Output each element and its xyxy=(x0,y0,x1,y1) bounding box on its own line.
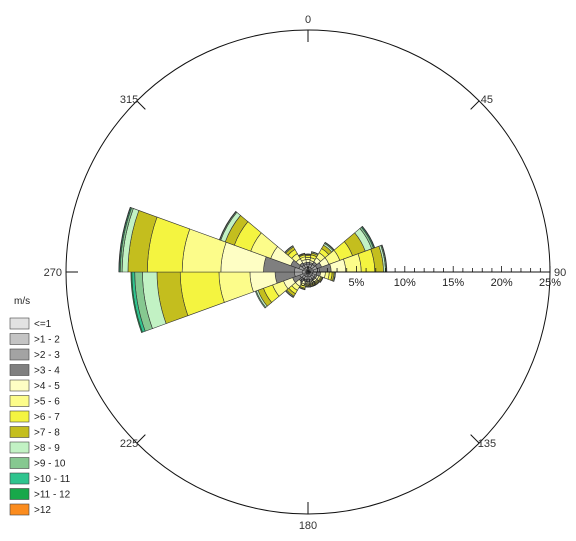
sector-280-bin-11 xyxy=(118,206,132,273)
legend-label-7: >7 - 8 xyxy=(34,428,60,439)
direction-label-90: 90 xyxy=(554,267,566,279)
direction-tick-45 xyxy=(470,100,480,110)
sector-320-bin-9 xyxy=(284,245,294,254)
sector-300-bin-10 xyxy=(218,210,237,241)
direction-labels: 0 45 90 135 180 225 270 315 xyxy=(44,14,567,532)
sector-340-bin-9 xyxy=(298,252,306,257)
legend-label-1: >1 - 2 xyxy=(34,335,60,346)
sector-260-bin-5 xyxy=(218,271,254,303)
legend-swatch-8 xyxy=(9,441,30,454)
legend-label-9: >9 - 10 xyxy=(34,459,66,470)
direction-label-270: 270 xyxy=(44,267,62,279)
legend-swatch-3 xyxy=(9,364,30,376)
legend: m/s <=1 >1 - 2 >2 - 3 >3 - 4 >4 - 5 >5 - 6 >6 -… xyxy=(9,296,71,516)
radial-tick-label-10: 10% xyxy=(394,277,416,289)
legend-title: m/s xyxy=(14,296,30,307)
legend-swatch-1 xyxy=(9,333,30,345)
radial-tick-label-25: 25% xyxy=(539,277,561,289)
sector-280-bin-5 xyxy=(181,228,227,273)
legend-label-6: >6 - 7 xyxy=(34,412,60,423)
radial-tick-label-5: 5% xyxy=(348,277,364,289)
legend-swatch-7 xyxy=(9,426,30,438)
legend-label-10: >10 - 11 xyxy=(34,474,71,485)
radial-tick-label-15: 15% xyxy=(442,277,464,289)
legend-swatch-10 xyxy=(9,472,30,485)
radial-axis: 0% 5% 10% 15% 20% 25% xyxy=(300,266,561,289)
direction-label-180: 180 xyxy=(299,520,317,532)
direction-tick-315 xyxy=(136,100,146,110)
legend-label-3: >3 - 4 xyxy=(34,366,60,377)
direction-tick-135 xyxy=(470,434,480,444)
direction-label-45: 45 xyxy=(481,94,493,106)
direction-label-135: 135 xyxy=(478,438,496,450)
sector-100-bin-9 xyxy=(333,271,336,282)
legend-label-8: >8 - 9 xyxy=(34,443,60,454)
legend-label-0: <=1 xyxy=(34,319,52,330)
legend-swatch-6 xyxy=(9,410,30,423)
legend-label-5: >5 - 6 xyxy=(34,397,60,408)
sector-120-bin-9 xyxy=(319,277,324,283)
radial-tick-label-0: 0% xyxy=(300,277,316,289)
legend-swatch-0 xyxy=(9,317,30,330)
legend-swatch-2 xyxy=(9,348,30,361)
legend-label-11: >11 - 12 xyxy=(34,490,71,501)
legend-swatch-12 xyxy=(9,503,30,516)
legend-label-4: >4 - 5 xyxy=(34,381,60,392)
legend-swatch-5 xyxy=(9,395,30,407)
radial-tick-label-20: 20% xyxy=(491,277,513,289)
wind-rose-sectors xyxy=(118,206,388,333)
legend-swatch-4 xyxy=(9,379,30,392)
direction-tick-225 xyxy=(136,434,146,444)
legend-swatch-9 xyxy=(9,457,30,469)
direction-label-0: 0 xyxy=(305,14,311,26)
sector-260-bin-6 xyxy=(179,271,225,317)
legend-label-12: >12 xyxy=(34,505,51,516)
legend-label-2: >2 - 3 xyxy=(34,350,60,361)
direction-label-315: 315 xyxy=(120,94,138,106)
legend-swatch-11 xyxy=(9,488,30,500)
direction-label-225: 225 xyxy=(120,438,138,450)
